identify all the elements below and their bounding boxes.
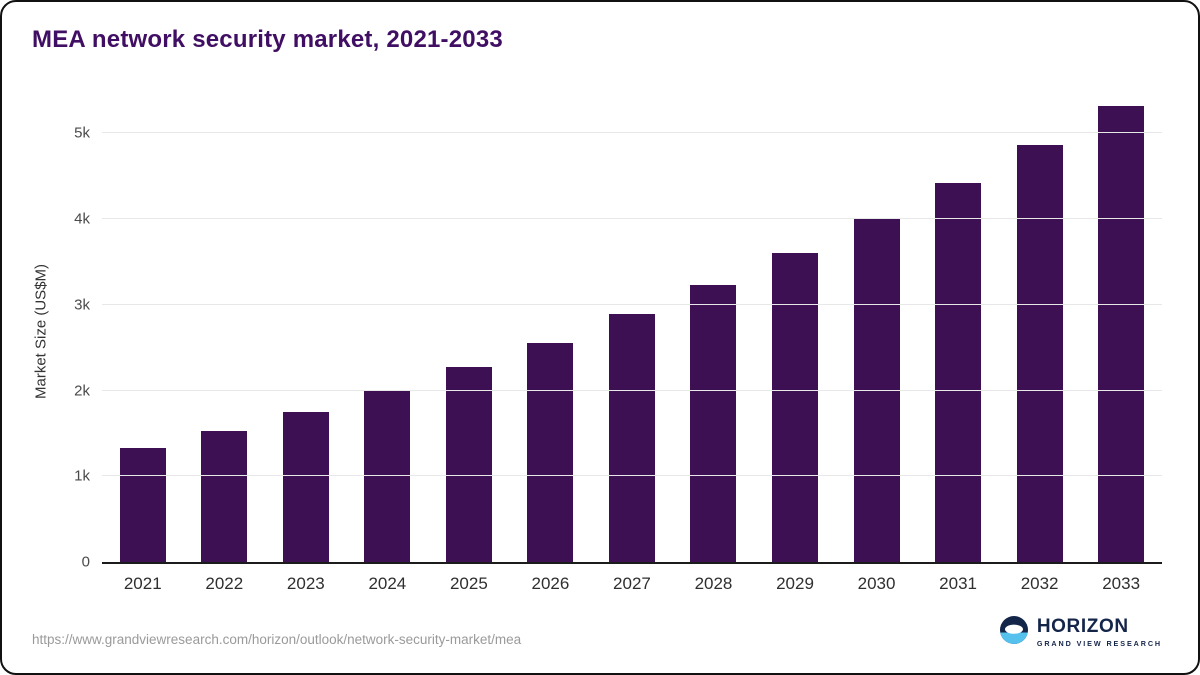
bar-2032: [1016, 145, 1063, 562]
bar-2021: [119, 447, 166, 562]
bar-column-2030: [836, 99, 918, 562]
bar-column-2031: [917, 99, 999, 562]
bar-2022: [201, 430, 248, 562]
y-tick-label-0: 0: [81, 553, 90, 571]
x-tick-label-2021: 2021: [123, 574, 162, 593]
x-tick-label-2033: 2033: [1102, 574, 1141, 593]
bar-2028: [690, 285, 737, 562]
bar-column-2025: [428, 99, 510, 562]
gridline-1k: [102, 475, 1162, 477]
y-tick-label-1k: 1k: [74, 467, 90, 485]
gridline-4k: [102, 218, 1162, 220]
x-axis-labels: 2021 2022 2023 2024 2025 2026 2027 2028 2029 2030…: [102, 574, 1162, 594]
bar-column-2026: [510, 99, 592, 562]
bar-column-2022: [184, 99, 266, 562]
bars: [102, 99, 1162, 562]
bar-2027: [608, 314, 655, 562]
bar-column-2024: [347, 99, 429, 562]
gridline-2k: [102, 389, 1162, 391]
x-tick-label-2025: 2025: [449, 574, 488, 593]
bar-column-2027: [591, 99, 673, 562]
bar-2023: [282, 411, 329, 562]
gridline-5k: [102, 132, 1162, 134]
x-tick-label-2032: 2032: [1020, 574, 1059, 593]
bar-column-2023: [265, 99, 347, 562]
bar-column-2032: [999, 99, 1081, 562]
horizon-logo: HORIZON GRAND VIEW RESEARCH: [999, 616, 1162, 649]
source-url: https://www.grandviewresearch.com/horizo…: [32, 632, 522, 647]
logo-subtitle: GRAND VIEW RESEARCH: [1036, 639, 1162, 648]
y-tick-label-5k: 5k: [74, 124, 90, 142]
x-tick-label-2028: 2028: [694, 574, 733, 593]
x-tick-label-2022: 2022: [205, 574, 244, 593]
logo-name: HORIZON: [1036, 616, 1129, 637]
horizon-logo-text: HORIZON GRAND VIEW RESEARCH: [1037, 617, 1162, 648]
bar-2031: [935, 183, 982, 562]
gridline-3k: [102, 303, 1162, 305]
bar-2024: [364, 390, 411, 562]
y-tick-label-2k: 2k: [74, 382, 90, 400]
x-tick-label-2029: 2029: [776, 574, 814, 593]
bar-2029: [772, 253, 819, 562]
bar-column-2029: [754, 99, 836, 562]
plot-area: 0 1k 2k 3k 4k 5k: [74, 99, 1162, 571]
bar-2025: [445, 367, 492, 562]
x-tick-label-2027: 2027: [613, 574, 651, 593]
x-tick-label-2026: 2026: [531, 574, 570, 593]
page-title: MEA network security market, 2021-2033: [32, 26, 503, 53]
x-tick-label-2024: 2024: [368, 574, 407, 593]
y-axis-title: Market Size (US$M): [32, 263, 50, 400]
y-tick-label-4k: 4k: [74, 210, 90, 228]
y-tick-label-3k: 3k: [74, 296, 90, 314]
x-tick-label-2030: 2030: [857, 574, 896, 593]
x-tick-label-2031: 2031: [939, 574, 977, 593]
bar-2033: [1098, 105, 1145, 562]
horizon-logo-icon: [999, 616, 1028, 649]
bar-column-2028: [673, 99, 755, 562]
x-tick-label-2023: 2023: [286, 574, 325, 593]
bar-column-2021: [102, 99, 184, 562]
bar-column-2033: [1080, 99, 1162, 562]
bar-2026: [527, 342, 574, 562]
